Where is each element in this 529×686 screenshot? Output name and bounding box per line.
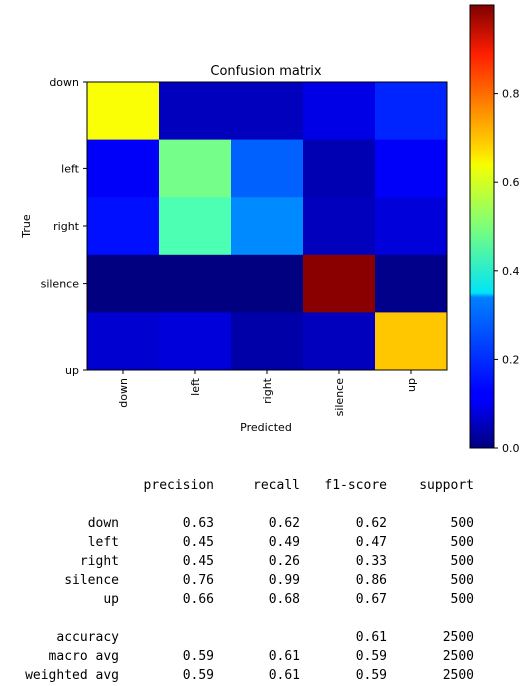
report-cell-support: 500 xyxy=(450,535,474,550)
x-tick-label-up: up xyxy=(405,378,418,392)
x-tick-label-down: down xyxy=(117,378,130,408)
heatmap-cell-right-down xyxy=(87,197,160,256)
report-cell-recall: 0.62 xyxy=(268,516,300,531)
colorbar-tick-label: 0.0 xyxy=(502,442,520,455)
heatmap-cell-silence-down xyxy=(87,254,160,313)
x-axis-label: Predicted xyxy=(240,421,292,434)
heatmap-cell-silence-left xyxy=(159,254,232,313)
report-header-recall: recall xyxy=(253,478,300,493)
confusion-matrix-figure: Confusion matrix down left right silence up … xyxy=(20,4,520,455)
heatmap-cell-right-right xyxy=(231,197,304,256)
report-cell-precision: 0.76 xyxy=(182,573,214,588)
report-cell-precision: 0.66 xyxy=(182,592,214,607)
heatmap-cell-down-up xyxy=(375,82,448,141)
heatmap-cell-up-left xyxy=(159,312,232,371)
report-cell-f1: 0.61 xyxy=(355,630,387,645)
report-row-label: macro avg xyxy=(48,649,119,664)
colorbar-tick-label: 0.6 xyxy=(502,176,520,189)
report-cell-support: 2500 xyxy=(442,630,474,645)
report-row: down 0.63 0.62 0.62 500 xyxy=(0,514,529,533)
report-header-row: precision recall f1-score support xyxy=(0,476,529,495)
report-header-precision: precision xyxy=(143,478,214,493)
report-header-f1-score: f1-score xyxy=(324,478,387,493)
heatmap-cell-down-left xyxy=(159,82,232,141)
heatmap-cell-silence-silence xyxy=(303,254,376,313)
report-summary-row: macro avg 0.59 0.61 0.59 2500 xyxy=(0,647,529,666)
report-row-label: down xyxy=(87,516,119,531)
report-cell-precision: 0.63 xyxy=(182,516,214,531)
report-cell-recall: 0.61 xyxy=(268,649,300,664)
heatmap-cell-left-silence xyxy=(303,139,376,198)
colorbar-tick-label: 0.8 xyxy=(502,88,520,101)
heatmap-cell-left-up xyxy=(375,139,448,198)
report-row-label: right xyxy=(79,554,119,569)
heatmap-cell-left-right xyxy=(231,139,304,198)
report-cell-support: 2500 xyxy=(442,668,474,683)
report-cell-f1: 0.67 xyxy=(355,592,387,607)
report-row: silence 0.76 0.99 0.86 500 xyxy=(0,571,529,590)
report-row-label: weighted avg xyxy=(25,668,119,683)
y-axis-label: True xyxy=(20,214,33,239)
x-tick-label-silence: silence xyxy=(333,378,346,417)
y-tick-label-left: left xyxy=(61,162,80,175)
report-cell-f1: 0.47 xyxy=(355,535,387,550)
y-tick-label-down: down xyxy=(49,76,79,89)
heatmap-cell-down-down xyxy=(87,82,160,141)
report-row: left 0.45 0.49 0.47 500 xyxy=(0,533,529,552)
report-row: up 0.66 0.68 0.67 500 xyxy=(0,590,529,609)
chart-title: Confusion matrix xyxy=(210,64,321,79)
heatmap-cell-silence-right xyxy=(231,254,304,313)
heatmap-cell-up-silence xyxy=(303,312,376,371)
colorbar-tick-label: 0.4 xyxy=(502,265,520,278)
report-cell-support: 500 xyxy=(450,554,474,569)
colorbar xyxy=(469,4,495,449)
report-cell-f1: 0.86 xyxy=(355,573,387,588)
report-row-label: up xyxy=(103,592,119,607)
heatmap-cell-down-right xyxy=(231,82,304,141)
y-tick-label-up: up xyxy=(65,364,79,377)
y-tick-label-right: right xyxy=(53,220,80,233)
report-row: right 0.45 0.26 0.33 500 xyxy=(0,552,529,571)
report-cell-support: 500 xyxy=(450,592,474,607)
report-cell-f1: 0.62 xyxy=(355,516,387,531)
report-cell-support: 500 xyxy=(450,573,474,588)
heatmap-cell-right-silence xyxy=(303,197,376,256)
report-cell-precision: 0.45 xyxy=(182,535,214,550)
heatmap-cell-left-down xyxy=(87,139,160,198)
report-cell-support: 500 xyxy=(450,516,474,531)
report-summary-row: weighted avg 0.59 0.61 0.59 2500 xyxy=(0,666,529,685)
heatmap-cell-left-left xyxy=(159,139,232,198)
report-cell-recall: 0.26 xyxy=(268,554,300,569)
heatmap-cell-up-down xyxy=(87,312,160,371)
report-cell-support: 2500 xyxy=(442,649,474,664)
report-summary-row: accuracy 0.61 2500 xyxy=(0,628,529,647)
report-cell-f1: 0.59 xyxy=(355,649,387,664)
report-cell-f1: 0.33 xyxy=(355,554,387,569)
report-cell-precision: 0.59 xyxy=(182,668,214,683)
heatmap-cell-up-right xyxy=(231,312,304,371)
report-row-label: accuracy xyxy=(56,630,119,645)
heatmap-cell-down-silence xyxy=(303,82,376,141)
x-tick-label-left: left xyxy=(189,377,202,396)
heatmap-cell-up-up xyxy=(375,312,448,371)
report-cell-precision: 0.45 xyxy=(182,554,214,569)
report-cell-recall: 0.68 xyxy=(268,592,300,607)
report-header-support: support xyxy=(419,478,474,493)
colorbar-tick-label: 0.2 xyxy=(502,353,520,366)
report-cell-recall: 0.61 xyxy=(268,668,300,683)
x-tick-label-right: right xyxy=(261,377,274,404)
classification-report: precision recall f1-score support down 0.63 0… xyxy=(0,476,529,685)
report-row-label: left xyxy=(87,535,119,550)
report-cell-recall: 0.49 xyxy=(268,535,300,550)
y-tick-label-silence: silence xyxy=(41,278,80,291)
heatmap-cell-silence-up xyxy=(375,254,448,313)
report-row-label: silence xyxy=(64,573,119,588)
heatmap-cell-right-up xyxy=(375,197,448,256)
report-cell-precision: 0.59 xyxy=(182,649,214,664)
report-cell-recall: 0.99 xyxy=(268,573,300,588)
heatmap-cell-right-left xyxy=(159,197,232,256)
report-cell-f1: 0.59 xyxy=(355,668,387,683)
